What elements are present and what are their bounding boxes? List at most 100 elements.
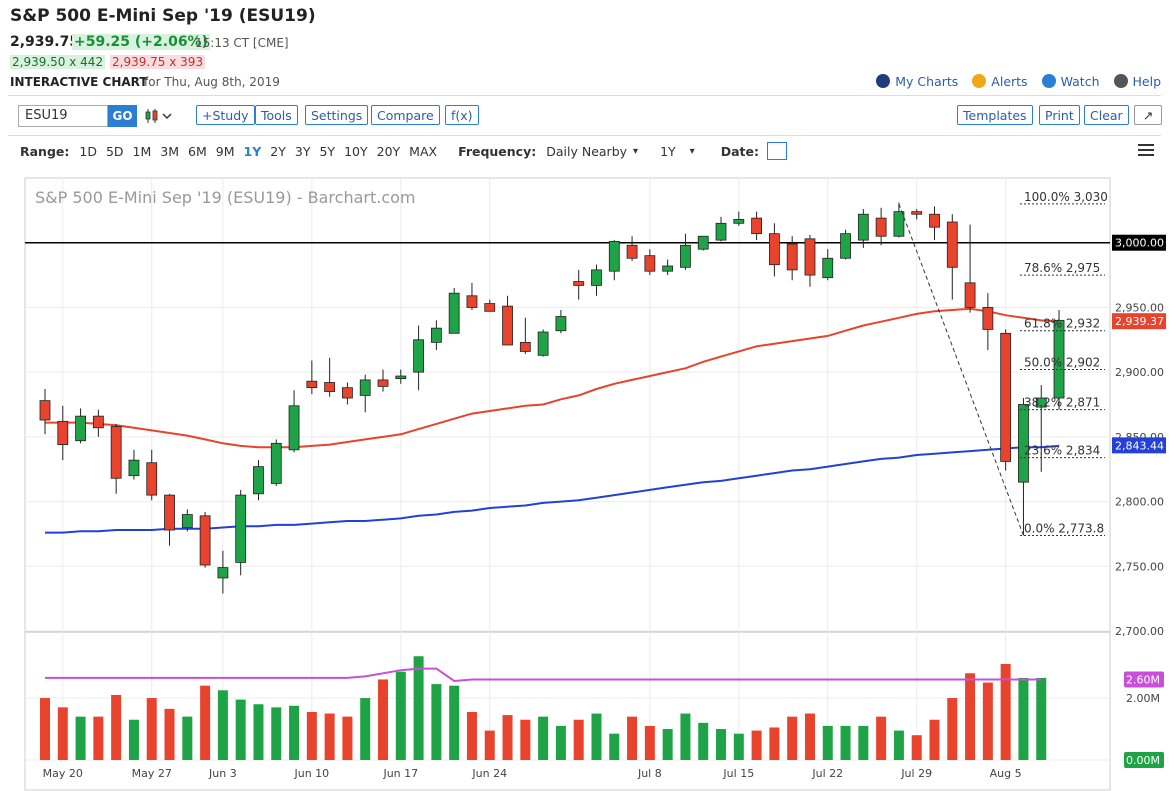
range-option[interactable]: 5D (105, 143, 124, 159)
symbol-input[interactable]: ESU19 (18, 105, 108, 127)
y-tick-label: 2,950.00 (1115, 301, 1164, 314)
date-label: Date: (720, 143, 759, 159)
header-link[interactable]: My Charts (876, 74, 958, 89)
range-option[interactable]: 1D (79, 143, 97, 159)
calendar-button[interactable] (766, 142, 787, 160)
range-option[interactable]: 1Y (243, 143, 262, 159)
frequency-select[interactable]: Daily Nearby (546, 143, 628, 159)
bid: 2,939.50 x 442 (10, 55, 106, 69)
header-link[interactable]: Alerts (972, 74, 1028, 89)
volume-bar (822, 725, 833, 760)
toolbar-button[interactable]: Tools (255, 105, 298, 125)
candle-body (715, 222, 727, 241)
volume-bar (466, 711, 477, 760)
volume-bar (128, 719, 139, 760)
volume-tick-label: 2.00M (1126, 692, 1160, 705)
date-label: for Thu, Aug 8th, 2019 (144, 75, 280, 89)
volume-bar (929, 719, 940, 760)
label-box (1112, 234, 1166, 251)
range-label: Range: (20, 143, 70, 159)
range-option[interactable]: 3Y (294, 143, 311, 159)
toolbar-button[interactable]: Settings (305, 105, 369, 125)
candle-body (413, 339, 424, 373)
link-text[interactable]: Alerts (991, 74, 1028, 89)
volume-bar (235, 699, 246, 760)
candle-body (199, 515, 211, 566)
toolbar-button[interactable]: Print (1039, 105, 1080, 125)
candle-body (768, 233, 780, 266)
fib-level-label: 78.6% 2,975 (1024, 261, 1100, 275)
toolbar-button[interactable]: f(x) (445, 105, 479, 125)
link-text[interactable]: Watch (1060, 74, 1100, 89)
frequency-label: Frequency: (458, 143, 537, 159)
link-text[interactable]: My Charts (895, 74, 959, 89)
candle-body (253, 466, 264, 495)
volume-bar (555, 725, 566, 760)
volume-bar (306, 711, 317, 760)
chart-label: INTERACTIVE CHART (10, 75, 148, 89)
volume-bar (751, 730, 762, 760)
toolbar-button[interactable]: +Study (196, 105, 255, 125)
link-text[interactable]: Help (1132, 74, 1162, 89)
volume-bar (324, 713, 335, 760)
toolbar-button[interactable]: Clear (1084, 105, 1129, 125)
candle-body (288, 405, 300, 451)
candle-body (342, 387, 353, 399)
range-option[interactable]: 6M (188, 143, 207, 159)
header-link[interactable]: Watch (1041, 74, 1100, 89)
candle-body (466, 295, 478, 308)
candle-body (75, 415, 86, 442)
dropdown-arrow: ▾ (633, 145, 639, 157)
volume-bar (217, 690, 228, 760)
candle-body (1000, 332, 1012, 462)
go-button[interactable]: GO (108, 105, 137, 127)
candle-body (591, 269, 602, 286)
volume-bar (164, 708, 175, 760)
volume-bar (111, 694, 122, 760)
candle-body (786, 243, 798, 271)
candle-body (57, 420, 69, 446)
candle-body (626, 244, 638, 259)
link-icon (1041, 74, 1056, 88)
volume-bar (449, 685, 460, 760)
volume-bar (698, 722, 709, 760)
volume-bar (609, 733, 620, 760)
candle-body (1035, 397, 1047, 408)
link-icon (1113, 74, 1128, 88)
range-option[interactable]: 2Y (270, 143, 286, 159)
header-link[interactable]: Help (1113, 74, 1162, 89)
chart-type-icon[interactable] (144, 107, 176, 125)
range-option[interactable]: 10Y (344, 143, 368, 159)
volume-bar (75, 716, 86, 760)
volume-bar (360, 698, 371, 760)
candle-body (822, 257, 834, 279)
range-option[interactable]: 3M (160, 143, 180, 159)
range-option[interactable]: 5Y (319, 143, 336, 159)
candle-body (1053, 319, 1065, 399)
volume-bar (893, 730, 904, 760)
y-tick-label: 2,900.00 (1115, 366, 1164, 379)
period-select[interactable]: 1Y (660, 143, 676, 159)
toolbar-button[interactable]: Compare (371, 105, 440, 125)
range-option[interactable]: 9M (215, 143, 235, 159)
volume-bar (662, 729, 673, 760)
fib-level-label: 23.6% 2,834 (1024, 444, 1100, 458)
candle-body (377, 379, 389, 387)
toolbar-button[interactable]: Templates (957, 105, 1033, 125)
range-option[interactable]: 20Y (376, 143, 401, 159)
volume-label: 2.60M (1126, 673, 1160, 686)
divider (8, 135, 1161, 136)
x-tick-label: Jul 29 (900, 767, 932, 780)
x-tick-label: Aug 5 (990, 767, 1022, 780)
range-option[interactable]: MAX (409, 143, 438, 159)
fib-level-label: 38.2% 2,871 (1024, 396, 1100, 410)
volume-average-line (45, 667, 1042, 683)
candle-body (555, 316, 567, 332)
y-tick-label: 2,700.00 (1115, 625, 1164, 638)
volume-bar (804, 713, 815, 760)
volume-bar (253, 704, 264, 760)
range-option[interactable]: 1M (132, 143, 152, 159)
volume-bar (413, 656, 424, 760)
expand-button[interactable]: ↗ (1134, 105, 1162, 125)
menu-icon[interactable] (1138, 143, 1156, 157)
